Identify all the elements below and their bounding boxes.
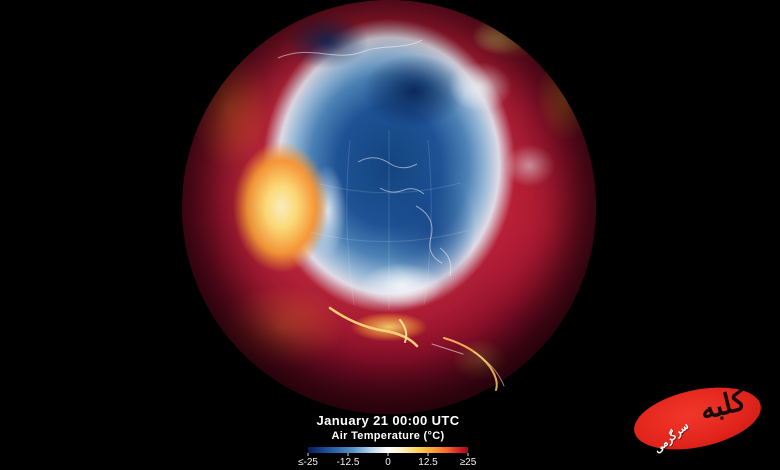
tick-label-min: ≤-25 [298, 457, 318, 468]
colorbar-title: Air Temperature (°C) [331, 430, 445, 442]
tick-mark [347, 453, 349, 456]
tick-label-max: ≥25 [459, 457, 477, 468]
tick-mark [387, 453, 389, 456]
tick-label: 12.5 [418, 457, 438, 468]
coastlines-overlay [277, 39, 505, 391]
timestamp-label: January 21 00:00 UTC [316, 413, 460, 428]
legend-block: January 21 00:00 UTC Air Temperature (°C… [88, 413, 688, 469]
watermark-main-text: کلبه [696, 384, 749, 426]
tick-mark [427, 453, 429, 456]
tick-label: -12.5 [336, 457, 360, 468]
colorbar-tick-labels: ≤-25 -12.5 0 12.5 ≥25 [298, 457, 476, 469]
tick-label-zero: 0 [385, 457, 391, 468]
tick-mark [307, 453, 309, 456]
air-temperature-globe [182, 0, 596, 414]
tick-mark [467, 453, 469, 456]
colorbar [308, 447, 468, 453]
colorbar-ticks [307, 453, 469, 456]
